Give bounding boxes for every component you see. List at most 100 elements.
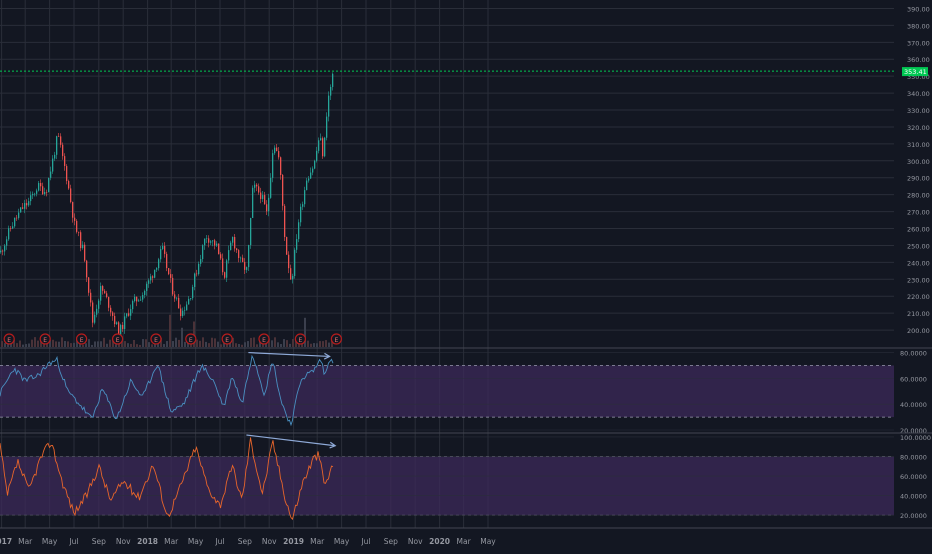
volume-bar xyxy=(253,337,255,347)
candle-body xyxy=(178,297,180,309)
candle-body xyxy=(74,217,76,221)
candle-body xyxy=(62,144,64,157)
x-tick-label: Mar xyxy=(18,537,33,546)
volume-bar xyxy=(178,339,180,347)
x-tick-label: Mar xyxy=(457,537,472,546)
candle-body xyxy=(208,238,210,243)
volume-bar xyxy=(163,344,165,347)
price-tick-label: 380.00 xyxy=(907,22,930,30)
candle-body xyxy=(164,245,166,254)
candle-body xyxy=(112,312,114,316)
candle-body xyxy=(180,308,182,317)
stoch-divergence-arrow xyxy=(246,434,336,447)
price-tick-label: 220.00 xyxy=(907,293,930,301)
candle-body xyxy=(168,268,170,275)
volume-bar xyxy=(70,343,72,347)
rsi-divergence-arrowhead xyxy=(323,352,331,360)
candle-body xyxy=(218,243,220,255)
candle-body xyxy=(94,314,96,323)
stoch-tick-label: 100.0000 xyxy=(900,434,931,442)
x-tick-label: Mar xyxy=(164,537,179,546)
candle-body xyxy=(254,184,256,188)
current-price-badge xyxy=(902,67,928,77)
x-tick-label: 2020 xyxy=(429,537,450,546)
candle-body xyxy=(268,197,270,212)
candle-body xyxy=(0,250,2,253)
x-tick-label: Jul xyxy=(68,537,78,546)
candle-body xyxy=(274,147,276,154)
volume-bar xyxy=(13,339,15,347)
price-tick-label: 390.00 xyxy=(907,5,930,13)
volume-bar xyxy=(241,344,243,347)
price-tick-label: 330.00 xyxy=(907,107,930,115)
price-tick-label: 270.00 xyxy=(907,209,930,217)
candle-body xyxy=(130,309,132,316)
volume-bar xyxy=(319,341,321,347)
volume-bar xyxy=(121,341,123,347)
volume-bar xyxy=(205,341,207,347)
x-tick-label: Nov xyxy=(408,537,423,546)
volume-bar xyxy=(1,341,3,347)
earnings-marker xyxy=(111,333,124,345)
x-tick-label: Sep xyxy=(238,537,252,546)
candle-body xyxy=(98,300,100,309)
candle-body xyxy=(54,154,56,159)
volume-bar xyxy=(325,340,327,347)
candle-body xyxy=(100,286,102,301)
x-tick-label: Jul xyxy=(214,537,224,546)
candle-body xyxy=(102,286,104,291)
candle-body xyxy=(176,297,178,299)
volume-bar xyxy=(94,341,96,347)
volume-bar xyxy=(184,341,186,347)
volume-bar xyxy=(109,339,111,347)
candle-body xyxy=(194,273,196,287)
rsi-tick-label: 80.0000 xyxy=(900,350,927,358)
volume-bar xyxy=(88,339,90,347)
volume-bar xyxy=(277,342,279,347)
stoch-tick-label: 20.0000 xyxy=(900,512,927,520)
candle-body xyxy=(40,183,42,187)
candle-body xyxy=(84,244,86,261)
candle-body xyxy=(2,250,4,252)
candle-body xyxy=(332,73,334,87)
volume-bar xyxy=(310,343,312,347)
rsi-tick-label: 20.0000 xyxy=(900,427,927,435)
volume-bar xyxy=(304,317,306,347)
x-tick-label: May xyxy=(334,537,350,546)
candle-body xyxy=(244,261,246,270)
volume-bar xyxy=(226,342,228,347)
candle-body xyxy=(172,277,174,295)
candle-body xyxy=(8,228,10,240)
price-tick-label: 240.00 xyxy=(907,259,930,267)
volume-bar xyxy=(280,344,282,347)
volume-bar xyxy=(67,341,69,347)
candle-body xyxy=(320,138,322,141)
volume-bar xyxy=(235,343,237,347)
volume-bar xyxy=(328,342,330,347)
volume-bar xyxy=(193,321,195,347)
volume-bar xyxy=(7,344,9,347)
volume-bar xyxy=(136,344,138,347)
candle-body xyxy=(76,220,78,232)
volume-bar xyxy=(169,314,171,347)
candle-body xyxy=(262,195,264,199)
volume-bar xyxy=(244,342,246,347)
volume-bar xyxy=(286,340,288,347)
volume-bar xyxy=(274,337,276,347)
candle-body xyxy=(156,268,158,270)
volume-bar xyxy=(43,344,45,347)
volume-bar xyxy=(196,339,198,347)
candle-body xyxy=(290,268,292,280)
candle-body xyxy=(242,257,244,262)
candle-body xyxy=(128,313,130,316)
candle-body xyxy=(288,254,290,269)
candle-body xyxy=(16,217,18,219)
candle-body xyxy=(58,136,60,137)
volume-bar xyxy=(289,343,291,347)
candle-body xyxy=(68,181,70,189)
candle-body xyxy=(240,257,242,259)
earnings-marker-label: E xyxy=(7,337,11,344)
stoch-tick-label: 80.0000 xyxy=(900,454,927,462)
candle-body xyxy=(90,292,92,303)
volume-bar xyxy=(133,340,135,347)
